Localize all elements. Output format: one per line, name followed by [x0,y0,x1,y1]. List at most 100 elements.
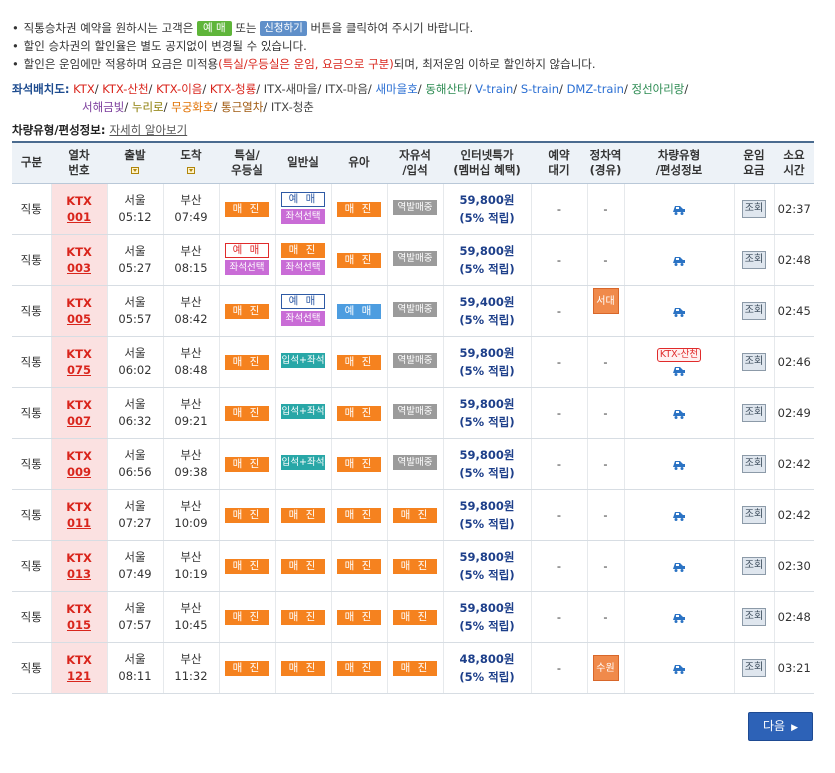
seat-map-link-saemaeulho[interactable]: 새마을호 [375,82,418,96]
header-arrival[interactable]: 도착 [163,141,219,184]
train-number-link[interactable]: 005 [66,311,91,326]
cell-train-no[interactable]: KTX 001 [50,183,107,235]
train-icon[interactable] [671,202,687,216]
fare-lookup-button[interactable]: 조회 [742,454,766,473]
cell-train-no[interactable]: KTX 003 [50,234,107,286]
next-button-label: 다음 [762,719,786,733]
cell-fare: 조회 [733,438,774,490]
fare-lookup-button[interactable]: 조회 [742,505,766,524]
cell-train-no[interactable]: KTX 075 [50,336,107,388]
cell-train-no[interactable]: KTX 121 [50,642,107,694]
fare-lookup-button[interactable]: 조회 [742,301,766,320]
seat-map-link-commuter[interactable]: 통근열차 [221,100,264,114]
seat-map-link-dmz-train[interactable]: DMZ-train [566,82,624,96]
sort-icon[interactable] [187,166,195,174]
reserve-button[interactable]: 예 매 [281,191,325,207]
train-number-link[interactable]: 003 [66,260,91,275]
train-number-link[interactable]: 121 [66,668,91,683]
cell-duration: 02:48 [773,234,814,286]
train-brand: KTX [66,244,92,259]
fare-lookup-button[interactable]: 조회 [742,403,766,422]
stop-none: - [603,456,608,471]
table-row: 직통 KTX 007 서울 06:32 부산 09:21 매 진 입석+좌석 매 진 역발매중 59,… [12,387,814,439]
reserve-button[interactable]: 예 매 [281,293,325,309]
fare-lookup-button[interactable]: 조회 [742,556,766,575]
train-number-link[interactable]: 075 [66,362,91,377]
seat-map-link-itx-maeum[interactable]: ITX-마음 [324,82,368,96]
table-row: 직통 KTX 009 서울 06:56 부산 09:38 매 진 입석+좌석 매 진 역발매중 59,… [12,438,814,490]
notice-text: 버튼을 클릭하여 주시기 바랍니다. [310,21,474,35]
cell-reserve-wait: - [530,642,587,694]
vehicle-info-detail-link[interactable]: 자세히 알아보기 [109,123,188,137]
train-icon[interactable] [671,508,687,522]
train-number-link[interactable]: 009 [66,464,91,479]
train-number-link[interactable]: 013 [66,566,91,581]
seat-map-link-s-train[interactable]: S-train [520,82,560,96]
cell-train-no[interactable]: KTX 009 [50,438,107,490]
seat-select-button[interactable]: 좌석선택 [281,259,325,275]
train-number-link[interactable]: 011 [66,515,91,530]
cell-train-no[interactable]: KTX 013 [50,540,107,592]
train-icon[interactable] [671,406,687,420]
station-sale-badge: 역발매중 [393,250,437,266]
fare-lookup-button[interactable]: 조회 [742,199,766,218]
standing-seat-button[interactable]: 입석+좌석 [281,403,325,419]
reserve-button[interactable]: 예 매 [337,303,381,319]
price-text: 59,800원 [459,498,515,513]
seat-map-link-v-train[interactable]: V-train [475,82,514,96]
seat-map-link-ktx[interactable]: KTX [73,82,95,96]
train-brand: KTX [66,193,92,208]
next-button[interactable]: 다음 ▶ [748,712,813,741]
seat-map-link-seohae-geumbit[interactable]: 서해금빛 [82,100,125,114]
train-icon[interactable] [671,304,687,318]
seat-select-button[interactable]: 좌석선택 [281,310,325,326]
cell-train-no[interactable]: KTX 005 [50,285,107,337]
train-number-link[interactable]: 007 [66,413,91,428]
points-text: (5% 적립) [459,210,515,225]
header-departure[interactable]: 출발 [107,141,163,184]
seat-map-link-ktx-sancheon[interactable]: KTX-산천 [102,82,149,96]
train-icon[interactable] [671,253,687,267]
seat-select-button[interactable]: 좌석선택 [225,259,269,275]
seat-map-link-ktx-eum[interactable]: KTX-이음 [156,82,203,96]
cell-arrival: 부산 10:09 [162,489,219,541]
train-icon[interactable] [671,363,687,377]
train-icon[interactable] [671,661,687,675]
cell-general: 입석+좌석 [274,387,331,439]
seat-map-link-itx-cheongchun[interactable]: ITX-청춘 [270,100,314,114]
fare-lookup-button[interactable]: 조회 [742,250,766,269]
sold-out-badge: 매 진 [225,660,269,676]
price-text: 59,800원 [459,549,515,564]
cell-train-no[interactable]: KTX 011 [50,489,107,541]
seat-map-link-itx-saemaeul[interactable]: ITX-새마을 [263,82,318,96]
stop-station-button[interactable]: 수원 [592,654,619,681]
cell-arrival: 부산 10:19 [162,540,219,592]
stop-station-button[interactable]: 서대구 [592,288,619,333]
train-icon[interactable] [671,559,687,573]
seat-map-link-jeongseon-arirang[interactable]: 정선아리랑 [631,82,685,96]
train-brand: KTX [66,601,92,616]
seat-map-link-donghae-santa[interactable]: 동해산타 [425,82,468,96]
reserve-button[interactable]: 예 매 [225,242,269,258]
points-text: (5% 적립) [459,363,515,378]
cell-train-no[interactable]: KTX 007 [50,387,107,439]
sort-icon[interactable] [131,166,139,174]
seat-map-link-ktx-cheongryong[interactable]: KTX-청룡 [209,82,257,96]
cell-train-no[interactable]: KTX 015 [50,591,107,643]
train-icon[interactable] [671,610,687,624]
standing-seat-button[interactable]: 입석+좌석 [281,454,325,470]
cell-first-class: 매 진 [218,183,275,235]
seat-map-link-nuriro[interactable]: 누리로 [131,100,164,114]
train-icon[interactable] [671,457,687,471]
cell-type: 직통 [12,336,51,388]
standing-seat-button[interactable]: 입석+좌석 [281,352,325,368]
fare-lookup-button[interactable]: 조회 [742,607,766,626]
fare-lookup-button[interactable]: 조회 [742,352,766,371]
seat-map-link-mugunghwa[interactable]: 무궁화호 [171,100,214,114]
price-text: 59,800원 [459,192,515,207]
fare-lookup-button[interactable]: 조회 [742,658,766,677]
seat-select-button[interactable]: 좌석선택 [281,208,325,224]
train-number-link[interactable]: 001 [66,209,91,224]
cell-duration: 02:42 [773,489,814,541]
train-number-link[interactable]: 015 [66,617,91,632]
